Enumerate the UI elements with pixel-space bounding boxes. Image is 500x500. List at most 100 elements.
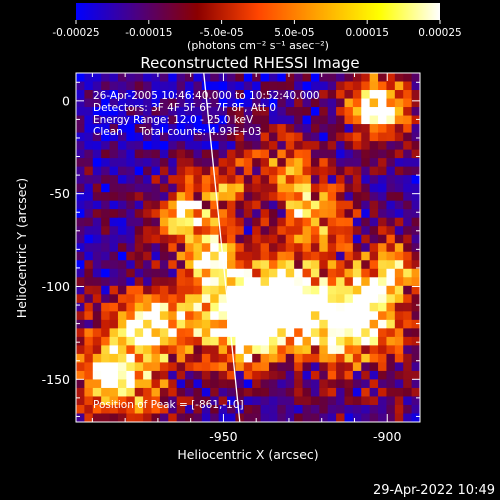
- heatmap-cell: [403, 243, 413, 253]
- heatmap-cell: [109, 132, 119, 142]
- heatmap-cell: [285, 158, 295, 168]
- heatmap-cell: [176, 90, 186, 100]
- heatmap-cell: [336, 319, 346, 329]
- heatmap-cell: [243, 396, 253, 406]
- heatmap-cell: [310, 175, 320, 185]
- heatmap-cell: [185, 362, 195, 372]
- heatmap-cell: [210, 192, 220, 202]
- heatmap-cell: [394, 90, 404, 100]
- heatmap-cell: [378, 336, 388, 346]
- heatmap-cell: [159, 285, 169, 295]
- heatmap-cell: [218, 396, 228, 406]
- heatmap-cell: [235, 200, 245, 210]
- heatmap-cell: [84, 353, 94, 364]
- heatmap-cell: [193, 200, 203, 210]
- heatmap-cell: [151, 183, 161, 193]
- heatmap-cell: [101, 336, 111, 346]
- heatmap-cell: [294, 251, 304, 261]
- heatmap-cell: [327, 90, 337, 100]
- heatmap-cell: [117, 404, 127, 415]
- heatmap-cell: [92, 234, 102, 244]
- heatmap-cell: [285, 192, 295, 202]
- heatmap-cell: [143, 379, 153, 389]
- heatmap-cell: [227, 124, 237, 134]
- heatmap-cell: [218, 141, 228, 151]
- heatmap-cell: [201, 370, 211, 381]
- heatmap-cell: [336, 328, 346, 338]
- heatmap-cell: [243, 124, 253, 134]
- heatmap-cell: [302, 209, 312, 219]
- heatmap-cell: [185, 217, 195, 227]
- heatmap-cell: [252, 243, 262, 253]
- heatmap-cell: [243, 379, 253, 389]
- heatmap-cell: [268, 319, 278, 329]
- heatmap-cell: [252, 319, 262, 329]
- heatmap-cell: [277, 277, 287, 287]
- heatmap-cell: [277, 370, 287, 381]
- heatmap-cell: [126, 285, 136, 295]
- heatmap-cell: [252, 285, 262, 295]
- heatmap-cell: [218, 345, 228, 355]
- heatmap-cell: [294, 73, 304, 83]
- heatmap-cell: [369, 132, 379, 142]
- heatmap-cell: [227, 73, 237, 83]
- heatmap-cell: [76, 345, 85, 355]
- heatmap-cell: [319, 73, 329, 83]
- heatmap-cell: [277, 226, 287, 236]
- heatmap-cell: [260, 132, 270, 142]
- heatmap-cell: [193, 277, 203, 287]
- heatmap-cell: [151, 396, 161, 406]
- heatmap-cell: [235, 353, 245, 364]
- heatmap-cell: [185, 413, 195, 422]
- heatmap-cell: [403, 370, 413, 381]
- heatmap-cell: [260, 277, 270, 287]
- heatmap-cell: [227, 81, 237, 91]
- heatmap-cell: [386, 328, 396, 338]
- heatmap-cell: [319, 413, 329, 422]
- heatmap-cell: [201, 81, 211, 91]
- heatmap-cell: [92, 404, 102, 415]
- heatmap-cell: [134, 107, 144, 117]
- heatmap-cell: [159, 124, 169, 134]
- heatmap-cell: [327, 200, 337, 210]
- heatmap-cell: [159, 302, 169, 312]
- heatmap-cell: [310, 243, 320, 253]
- heatmap-cell: [151, 328, 161, 338]
- heatmap-cell: [344, 353, 354, 364]
- heatmap-cell: [344, 268, 354, 278]
- heatmap-cell: [386, 404, 396, 415]
- heatmap-cell: [344, 209, 354, 219]
- heatmap-cell: [285, 124, 295, 134]
- heatmap-cell: [126, 260, 136, 270]
- heatmap-cell: [168, 107, 178, 117]
- heatmap-cell: [403, 285, 413, 295]
- heatmap-cell: [243, 183, 253, 193]
- heatmap-cell: [109, 328, 119, 338]
- heatmap-cell: [176, 107, 186, 117]
- heatmap-cell: [268, 124, 278, 134]
- heatmap-cell: [336, 370, 346, 381]
- heatmap-cell: [319, 141, 329, 151]
- heatmap-cell: [243, 90, 253, 100]
- heatmap-cell: [143, 234, 153, 244]
- heatmap-cell: [386, 141, 396, 151]
- heatmap-cell: [268, 226, 278, 236]
- heatmap-cell: [294, 124, 304, 134]
- heatmap-cell: [327, 311, 337, 321]
- colorbar-tick-label: -0.00015: [125, 27, 172, 39]
- heatmap-cell: [227, 353, 237, 364]
- heatmap-cell: [319, 90, 329, 100]
- heatmap-cell: [193, 98, 203, 108]
- heatmap-cell: [76, 277, 85, 287]
- heatmap-cell: [294, 149, 304, 159]
- heatmap-cell: [344, 319, 354, 329]
- heatmap-cell: [252, 141, 262, 151]
- heatmap-cell: [277, 175, 287, 185]
- heatmap-cell: [277, 328, 287, 338]
- heatmap-cell: [302, 277, 312, 287]
- heatmap-cell: [126, 141, 136, 151]
- heatmap-cell: [378, 353, 388, 364]
- heatmap-cell: [218, 158, 228, 168]
- heatmap-cell: [109, 362, 119, 372]
- heatmap-cell: [185, 175, 195, 185]
